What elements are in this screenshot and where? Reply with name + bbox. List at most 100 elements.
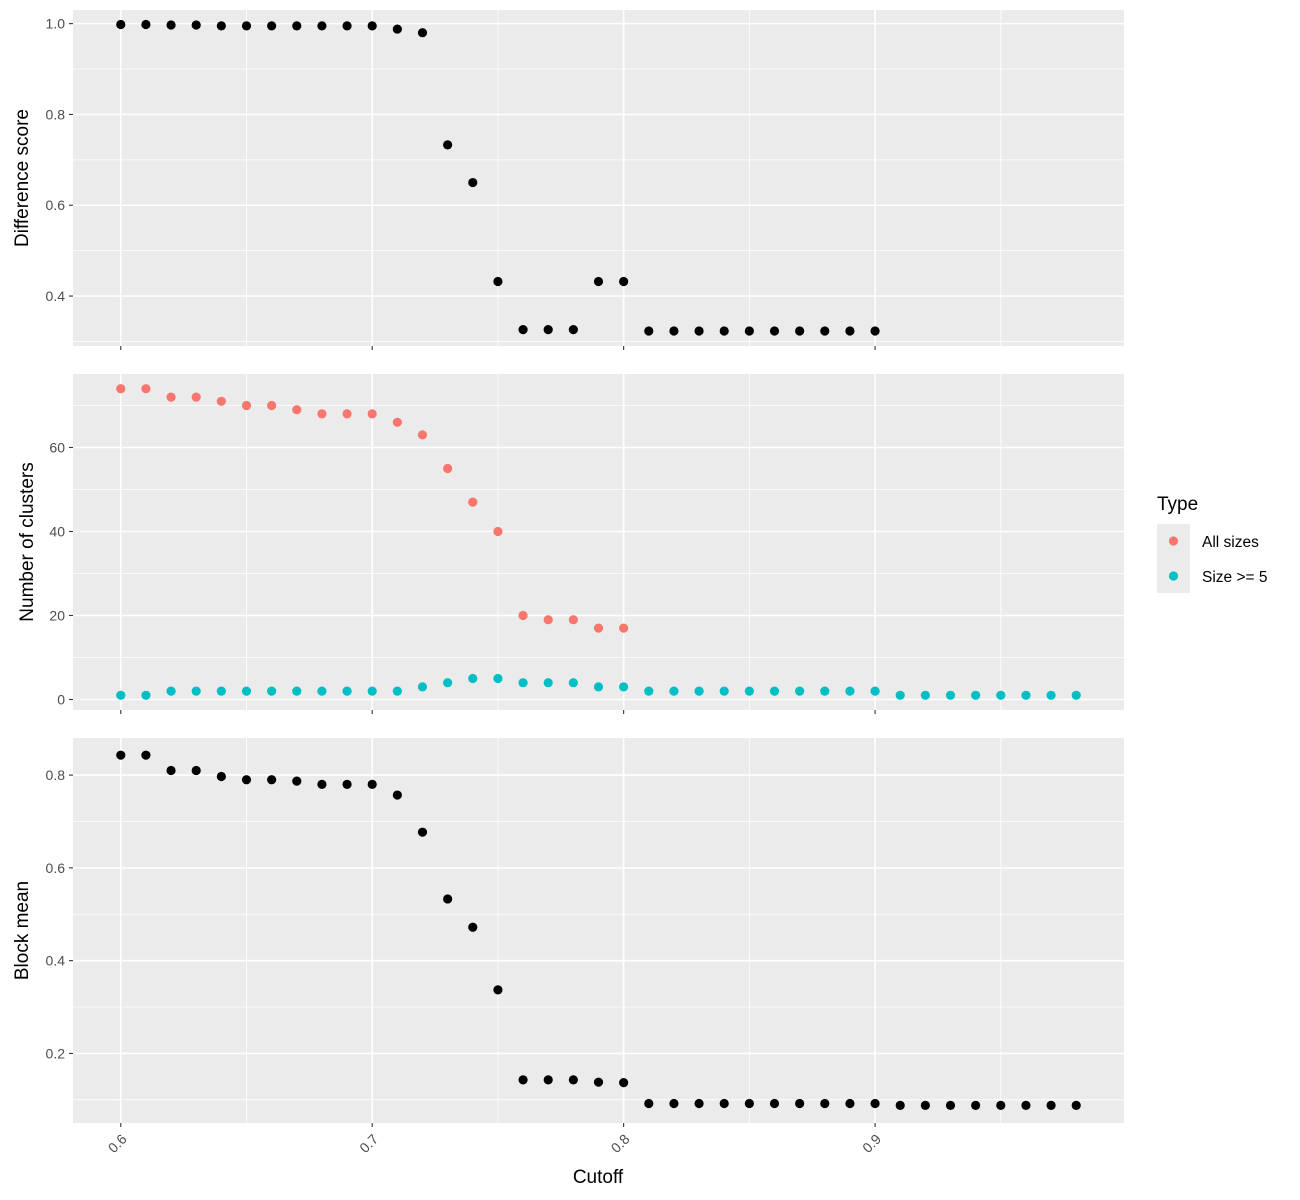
- data-point: [392, 417, 402, 427]
- y-tick-label: 0.4: [46, 953, 66, 969]
- data-point: [267, 400, 277, 411]
- data-point: [744, 1098, 754, 1109]
- data-point: [945, 1100, 956, 1110]
- data-point: [317, 21, 327, 31]
- data-point: [518, 325, 528, 335]
- data-point: [216, 686, 226, 696]
- y-axis-title: Block mean: [12, 881, 33, 980]
- legend: Type All sizes Size >= 5: [1157, 494, 1268, 593]
- y-tick-label: 20: [49, 608, 65, 624]
- data-point: [820, 326, 830, 336]
- data-point: [619, 682, 629, 692]
- data-point: [292, 21, 302, 31]
- data-point: [292, 776, 302, 786]
- data-point: [644, 326, 654, 336]
- data-point: [593, 1077, 604, 1087]
- data-point: [191, 392, 201, 402]
- data-point: [443, 894, 453, 904]
- data-point: [493, 985, 503, 995]
- data-point: [669, 686, 679, 696]
- data-point: [518, 678, 528, 688]
- panel-background: [73, 374, 1124, 710]
- y-tick-label: 0.8: [46, 106, 66, 122]
- y-tick-label: 0.4: [46, 288, 66, 304]
- series-1: [116, 19, 880, 336]
- data-point: [216, 21, 226, 31]
- data-point: [518, 610, 528, 621]
- data-point: [267, 775, 277, 785]
- data-point: [292, 405, 302, 415]
- series-1: [116, 384, 629, 633]
- data-point: [443, 678, 453, 688]
- data-point: [342, 779, 352, 789]
- data-point: [719, 326, 729, 336]
- data-point: [468, 673, 478, 684]
- data-point: [241, 686, 252, 696]
- data-point: [166, 686, 176, 696]
- data-point: [920, 690, 930, 700]
- data-point: [317, 779, 327, 789]
- y-tick-label: 0.6: [46, 860, 66, 876]
- data-point: [417, 430, 428, 440]
- data-point: [1071, 1100, 1081, 1110]
- data-point: [870, 326, 880, 336]
- data-point: [417, 682, 428, 692]
- data-point: [166, 20, 176, 30]
- data-point: [468, 177, 478, 188]
- data-point: [317, 409, 327, 419]
- data-point: [518, 1075, 528, 1085]
- data-point: [367, 409, 377, 419]
- data-point: [644, 686, 654, 696]
- data-point: [392, 24, 402, 34]
- data-point: [543, 1075, 553, 1085]
- data-point: [795, 686, 805, 696]
- data-point: [619, 1078, 629, 1088]
- data-point: [116, 750, 126, 760]
- data-point: [116, 690, 126, 700]
- data-point: [443, 140, 453, 150]
- data-point: [141, 750, 151, 760]
- data-point: [593, 623, 604, 633]
- x-tick-label: 0.6: [105, 1131, 130, 1156]
- data-point: [845, 686, 855, 696]
- data-point: [920, 1100, 930, 1110]
- panel-background: [73, 10, 1124, 346]
- data-point: [971, 1100, 981, 1110]
- data-point: [116, 384, 126, 394]
- data-point: [568, 325, 578, 335]
- data-point: [392, 686, 402, 696]
- legend-label-1: All sizes: [1202, 534, 1259, 551]
- data-point: [568, 678, 578, 688]
- y-tick-label: 60: [49, 440, 65, 456]
- data-point: [870, 1098, 880, 1109]
- data-point: [870, 686, 880, 696]
- data-point: [116, 19, 126, 30]
- y-tick-label: 0: [57, 692, 65, 708]
- data-point: [1021, 690, 1031, 700]
- data-point: [669, 1098, 679, 1109]
- data-point: [845, 1098, 855, 1109]
- data-point: [292, 686, 302, 696]
- data-point: [619, 276, 629, 287]
- y-tick-label: 40: [49, 524, 65, 540]
- legend-title: Type: [1157, 494, 1198, 515]
- data-point: [166, 392, 176, 402]
- data-point: [795, 326, 805, 336]
- data-point: [468, 497, 478, 507]
- data-point: [417, 827, 428, 837]
- y-tick-label: 1.0: [46, 16, 66, 32]
- data-point: [468, 922, 478, 932]
- data-point: [267, 21, 277, 31]
- data-point: [694, 1098, 704, 1109]
- data-point: [568, 1075, 578, 1085]
- data-point: [694, 326, 704, 336]
- data-point: [342, 21, 352, 31]
- x-tick-label: 0.8: [608, 1131, 633, 1156]
- data-point: [342, 409, 352, 419]
- data-point: [694, 686, 704, 696]
- data-point: [141, 690, 151, 700]
- data-point: [820, 1098, 830, 1109]
- data-point: [241, 21, 252, 31]
- legend-key-1: [1168, 536, 1179, 546]
- data-point: [644, 1098, 654, 1109]
